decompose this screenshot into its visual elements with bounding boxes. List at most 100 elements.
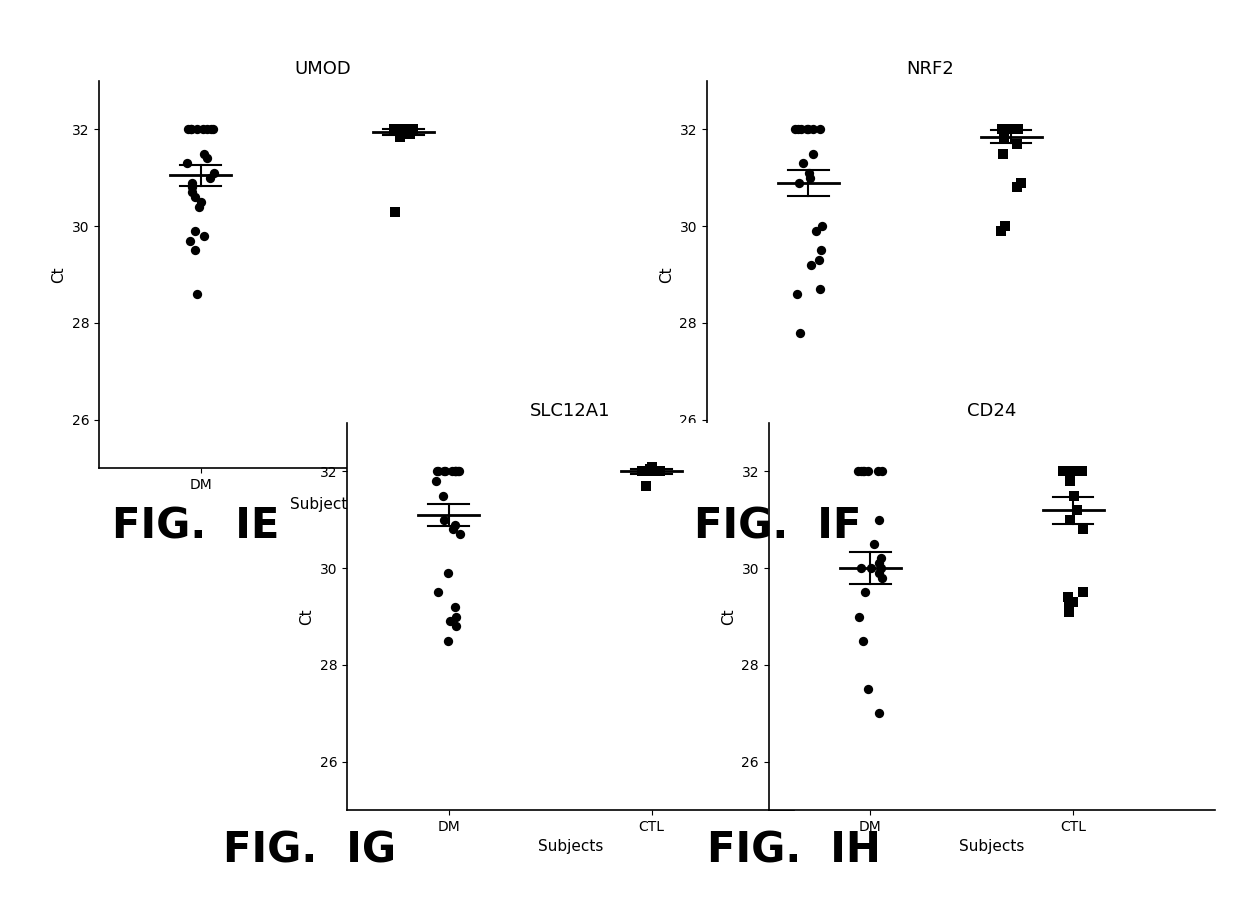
Point bbox=[435, 464, 455, 479]
Point bbox=[1060, 513, 1080, 527]
Point bbox=[384, 122, 404, 137]
Point bbox=[637, 464, 657, 479]
Point bbox=[869, 706, 889, 720]
Point bbox=[790, 176, 810, 190]
Point bbox=[794, 156, 813, 170]
Point bbox=[181, 122, 201, 137]
Point bbox=[446, 619, 466, 634]
Point bbox=[177, 156, 197, 170]
Point bbox=[998, 122, 1018, 137]
Y-axis label: Ct: Ct bbox=[720, 608, 735, 625]
Point bbox=[786, 286, 806, 301]
Point bbox=[201, 122, 221, 137]
Point bbox=[181, 122, 201, 137]
Text: FIG.  IF: FIG. IF bbox=[694, 506, 862, 547]
X-axis label: Subjects: Subjects bbox=[290, 498, 355, 512]
Point bbox=[858, 464, 878, 479]
Point bbox=[1060, 464, 1080, 479]
Point bbox=[1068, 503, 1087, 517]
Point bbox=[642, 459, 662, 473]
Point bbox=[403, 122, 423, 137]
Point bbox=[632, 464, 652, 479]
Point bbox=[187, 122, 207, 137]
Title: NRF2: NRF2 bbox=[906, 60, 954, 78]
Point bbox=[446, 609, 466, 624]
Point bbox=[1007, 137, 1027, 151]
Point bbox=[1053, 464, 1073, 479]
Point bbox=[1058, 464, 1078, 479]
Point bbox=[853, 634, 873, 648]
Point bbox=[862, 561, 882, 575]
Point bbox=[799, 122, 818, 137]
Point bbox=[203, 122, 223, 137]
Point bbox=[791, 122, 811, 137]
Point bbox=[182, 185, 202, 200]
Point bbox=[872, 561, 892, 575]
Point bbox=[1064, 489, 1084, 503]
Point bbox=[868, 464, 888, 479]
Point bbox=[185, 224, 205, 238]
Point bbox=[396, 122, 415, 137]
Point bbox=[193, 122, 213, 137]
Point bbox=[181, 233, 201, 248]
Y-axis label: Ct: Ct bbox=[658, 266, 673, 283]
Point bbox=[991, 224, 1011, 238]
Point bbox=[634, 464, 653, 479]
Point bbox=[434, 513, 454, 527]
Point bbox=[849, 609, 869, 624]
Point bbox=[869, 556, 889, 571]
Point bbox=[800, 171, 820, 185]
Point bbox=[806, 224, 826, 238]
Point bbox=[446, 464, 466, 479]
Point bbox=[994, 131, 1014, 146]
Point bbox=[440, 614, 460, 628]
Point bbox=[790, 325, 810, 339]
Point bbox=[1061, 464, 1081, 479]
Point bbox=[996, 219, 1016, 233]
Point bbox=[1070, 464, 1090, 479]
Point bbox=[185, 190, 205, 204]
Point bbox=[812, 219, 832, 233]
Point bbox=[205, 166, 224, 180]
Point bbox=[179, 122, 198, 137]
Point bbox=[787, 122, 807, 137]
Point bbox=[427, 464, 446, 479]
Point bbox=[998, 122, 1018, 137]
Point bbox=[864, 536, 884, 551]
Point bbox=[1059, 605, 1079, 619]
Point bbox=[1058, 590, 1078, 605]
Point bbox=[1055, 464, 1075, 479]
Point bbox=[200, 171, 219, 185]
Point bbox=[448, 464, 467, 479]
Point bbox=[428, 464, 448, 479]
Point bbox=[393, 122, 413, 137]
Point bbox=[799, 166, 818, 180]
Point bbox=[1063, 595, 1083, 609]
Point bbox=[642, 464, 662, 479]
Point bbox=[650, 464, 670, 479]
Point bbox=[445, 518, 465, 532]
Y-axis label: Ct: Ct bbox=[299, 608, 314, 625]
Point bbox=[997, 122, 1017, 137]
Point bbox=[185, 243, 205, 257]
Point bbox=[853, 464, 873, 479]
Text: FIG.  IH: FIG. IH bbox=[707, 830, 880, 871]
Point bbox=[992, 147, 1012, 161]
Point bbox=[632, 464, 652, 479]
Point bbox=[399, 122, 419, 137]
Point bbox=[182, 176, 202, 190]
Point bbox=[433, 489, 453, 503]
Point bbox=[386, 204, 405, 219]
Point bbox=[999, 122, 1019, 137]
Point bbox=[401, 127, 420, 141]
Point bbox=[1073, 464, 1092, 479]
Point bbox=[428, 585, 448, 599]
Point bbox=[810, 253, 830, 267]
Point bbox=[1007, 180, 1027, 194]
Point bbox=[796, 122, 816, 137]
Point bbox=[396, 122, 415, 137]
Point bbox=[1064, 464, 1084, 479]
Point bbox=[856, 585, 875, 599]
Point bbox=[640, 462, 660, 476]
Point bbox=[801, 257, 821, 272]
